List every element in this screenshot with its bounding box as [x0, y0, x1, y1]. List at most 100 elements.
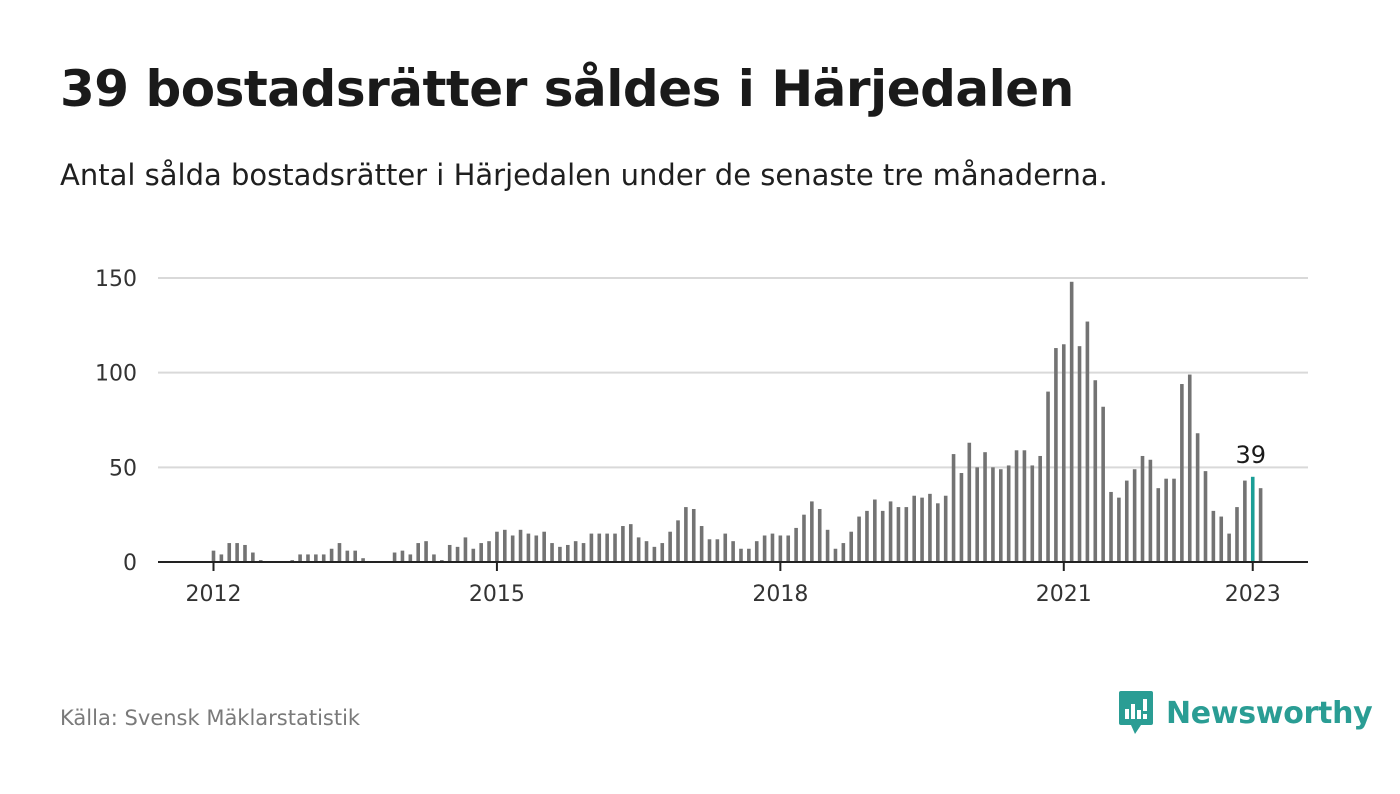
- bar: [495, 531, 499, 562]
- bar: [691, 508, 696, 562]
- bar: [1156, 488, 1161, 562]
- bar: [487, 541, 491, 562]
- bar: [597, 533, 602, 562]
- grid-lines: [158, 277, 1308, 469]
- bar: [747, 548, 751, 562]
- bar: [573, 541, 578, 562]
- bar: [817, 508, 822, 562]
- bar: [565, 544, 570, 562]
- bar: [873, 499, 877, 562]
- y-tick-label: 50: [109, 456, 137, 481]
- bar: [731, 541, 735, 562]
- annotations: 39: [1235, 441, 1266, 469]
- bar: [810, 501, 814, 562]
- bar: [1132, 469, 1137, 562]
- x-tick-label: 2023: [1225, 582, 1281, 607]
- bar: [314, 554, 318, 562]
- bar: [219, 554, 224, 562]
- bar: [329, 548, 334, 562]
- bar: [778, 535, 783, 562]
- bar: [1038, 455, 1042, 562]
- bar: [967, 442, 972, 562]
- bar: [1180, 384, 1184, 562]
- bar: [943, 495, 948, 562]
- brand[interactable]: Newsworthy: [1118, 690, 1373, 736]
- highlight-value-label: 39: [1235, 441, 1266, 469]
- bar-highlight: [1250, 476, 1255, 562]
- y-tick-label: 0: [123, 551, 137, 576]
- bar: [628, 524, 633, 562]
- source-note: Källa: Svensk Mäklarstatistik: [60, 706, 361, 730]
- bar: [353, 550, 358, 562]
- bar: [802, 514, 806, 562]
- bar: [739, 548, 743, 562]
- bar: [227, 543, 232, 562]
- bar: [786, 535, 791, 562]
- bar: [888, 501, 893, 562]
- bar: [243, 544, 247, 562]
- bar: [1046, 391, 1050, 562]
- x-tick-label: 2015: [469, 582, 525, 607]
- bar: [1164, 478, 1168, 562]
- bar: [251, 552, 255, 562]
- bar: [211, 550, 216, 562]
- chart-title: 39 bostadsrätter såldes i Härjedalen: [60, 60, 1074, 118]
- bar: [684, 507, 688, 562]
- bar: [306, 554, 310, 562]
- bar: [447, 544, 452, 562]
- bar: [936, 503, 940, 562]
- bar: [392, 552, 397, 562]
- bar: [857, 516, 861, 562]
- bar: [825, 529, 830, 562]
- bar: [1069, 281, 1074, 562]
- bar: [337, 543, 342, 562]
- bar-chart: 0 50 100 150 2012 2015 2018 2021 2023 39: [95, 267, 1308, 607]
- bar: [959, 473, 964, 562]
- bar: [975, 467, 979, 562]
- bar: [1195, 433, 1200, 562]
- bar: [1109, 491, 1113, 562]
- bar: [345, 550, 350, 562]
- bar: [794, 527, 798, 562]
- bar: [1085, 321, 1090, 562]
- bar: [613, 533, 617, 562]
- bar: [518, 529, 523, 562]
- bar: [589, 533, 594, 562]
- y-tick-label: 100: [95, 362, 137, 387]
- bar: [1022, 450, 1027, 562]
- y-tick-label: 150: [95, 267, 137, 292]
- x-axis: [158, 561, 1308, 571]
- bar: [621, 526, 625, 562]
- bar: [361, 558, 365, 562]
- bar: [455, 546, 460, 562]
- bar: [660, 543, 665, 562]
- bar: [983, 452, 987, 562]
- bar: [912, 495, 916, 562]
- bar: [991, 467, 995, 562]
- bar: [321, 554, 326, 562]
- bar: [849, 531, 854, 562]
- bar: [1014, 450, 1019, 562]
- x-tick-label: 2018: [752, 582, 808, 607]
- bar: [424, 541, 428, 562]
- bar: [432, 554, 436, 562]
- bar: [715, 539, 720, 562]
- bar: [581, 543, 586, 562]
- brand-name: Newsworthy: [1166, 695, 1373, 731]
- bar: [542, 531, 546, 562]
- bar: [605, 533, 609, 562]
- bar: [550, 543, 554, 562]
- bar: [1006, 465, 1011, 562]
- bar: [668, 531, 672, 562]
- bar: [1219, 516, 1224, 562]
- x-tick-label: 2021: [1036, 582, 1092, 607]
- bar: [1235, 507, 1239, 562]
- bar: [770, 533, 775, 562]
- bar: [920, 497, 924, 562]
- bar: [416, 543, 420, 562]
- bar: [999, 469, 1003, 562]
- y-tick-labels: 0 50 100 150: [95, 267, 137, 576]
- bar: [652, 546, 657, 562]
- bar: [400, 550, 405, 562]
- bar: [1101, 406, 1105, 562]
